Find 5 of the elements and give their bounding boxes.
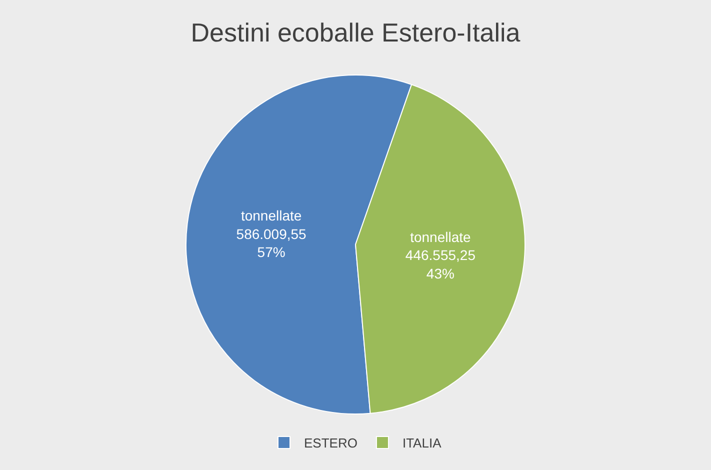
- data-label: tonnellate 446.555,25 43%: [405, 228, 476, 282]
- legend-label: ESTERO: [304, 436, 358, 451]
- data-label: tonnellate 586.009,55 57%: [236, 208, 307, 260]
- legend-label: ITALIA: [402, 436, 442, 451]
- chart-title: Destini ecoballe Estero-Italia: [190, 18, 521, 48]
